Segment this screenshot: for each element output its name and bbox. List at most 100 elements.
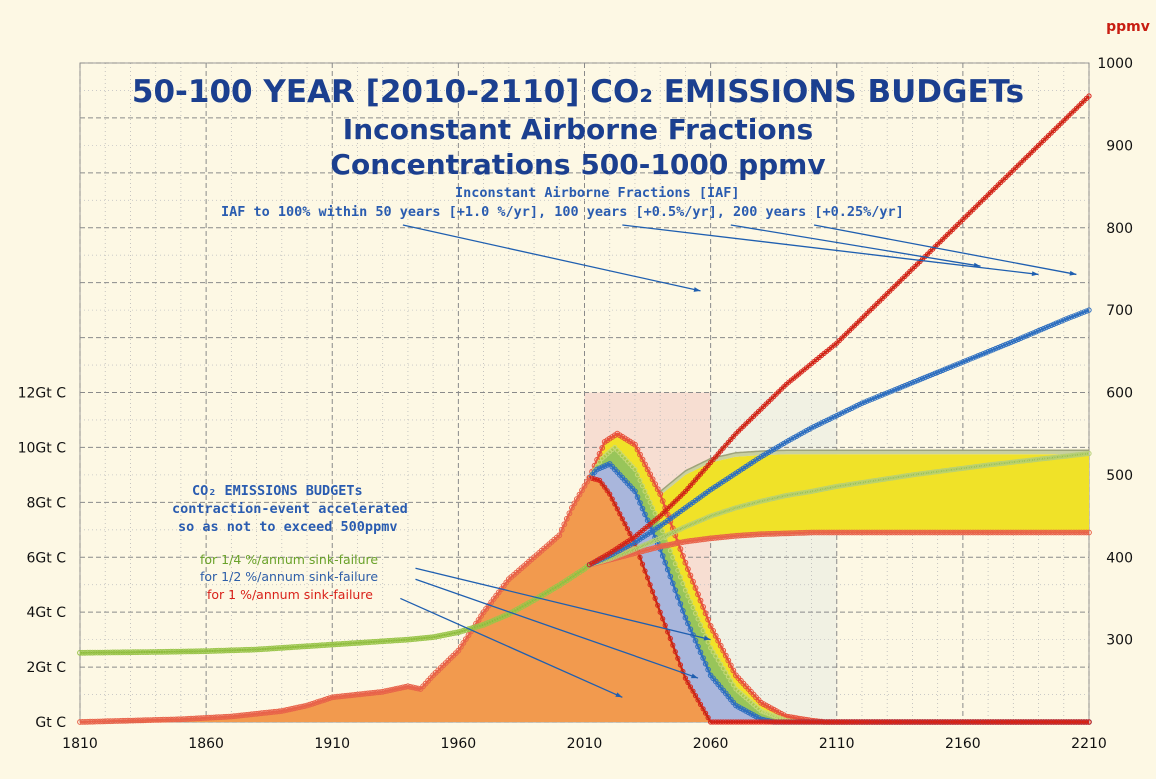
series-emis-one-marker	[930, 719, 936, 725]
series-emis-one-marker	[592, 476, 598, 482]
series-ppm-quarter-marker	[947, 467, 953, 473]
series-ppm-quarter-marker	[1058, 454, 1064, 460]
series-emis-one-marker	[786, 719, 792, 725]
series-ppm-quarter-marker	[1023, 458, 1029, 464]
series-ppm-500-marker	[1083, 529, 1090, 536]
series-ppm-hist-marker	[460, 627, 467, 634]
series-ppm-quarter-marker	[1000, 460, 1006, 466]
series-ppm-hist-marker	[485, 619, 492, 626]
series-ppm-quarter-marker	[692, 519, 699, 526]
series-emis-one-marker	[708, 719, 714, 725]
series-ppm-quarter-marker	[882, 476, 888, 482]
series-ppm-hist-marker	[478, 622, 485, 629]
series-emis-one-marker	[1000, 719, 1006, 725]
series-ppm-quarter-marker	[637, 544, 643, 550]
series-ppm-quarter-marker	[1013, 459, 1019, 465]
series-emis-quarter-marker	[677, 574, 683, 580]
series-ppm-quarter-marker	[748, 501, 754, 507]
sink-label-quarter: for 1/4 %/annum sink-failure	[200, 552, 379, 567]
series-emis-one-marker	[705, 715, 711, 721]
series-ppm-quarter-marker	[740, 503, 747, 509]
series-ppm-half-marker	[1086, 307, 1092, 313]
series-ppm-quarter-marker	[761, 498, 767, 504]
series-emis-quarter-marker	[766, 711, 772, 717]
series-ppm-quarter-marker	[677, 526, 684, 532]
series-ppm-quarter-marker	[957, 466, 964, 472]
left-tick-label: 2Gt C	[27, 660, 67, 676]
right-tick-label: 900	[1106, 138, 1133, 154]
series-emis-one-marker	[735, 719, 742, 725]
series-emis-one-marker	[932, 719, 938, 725]
series-emis-half-marker	[687, 626, 694, 633]
series-ppm-one-marker	[708, 459, 714, 466]
series-emis-one-marker	[1081, 719, 1087, 725]
series-emis-quarter-marker	[725, 674, 731, 680]
series-emis-hist-marker	[566, 510, 573, 517]
series-emis-outer-marker	[639, 456, 646, 463]
series-emis-outer-marker	[725, 657, 732, 664]
series-emis-outer-marker	[695, 591, 701, 598]
series-ppm-500-marker	[642, 547, 648, 554]
series-emis-half-marker	[680, 608, 686, 614]
series-ppm-quarter-marker	[831, 484, 837, 490]
series-ppm-500-marker	[647, 546, 653, 553]
series-emis-one-marker	[599, 481, 605, 487]
series-ppm-quarter-marker	[652, 537, 658, 544]
series-ppm-half-marker	[1033, 329, 1039, 335]
series-ppm-quarter-marker	[1051, 454, 1057, 461]
series-ppm-quarter-marker	[781, 493, 787, 499]
series-ppm-quarter-marker	[718, 510, 724, 516]
series-emis-one-marker	[748, 719, 754, 725]
series-emis-one-marker	[619, 516, 625, 522]
series-emis-one-marker	[756, 719, 762, 725]
series-emis-one-marker	[763, 719, 769, 725]
series-ppm-half-marker	[998, 343, 1004, 350]
series-ppm-quarter-marker	[907, 472, 913, 478]
series-emis-hist-marker	[304, 702, 310, 709]
series-emis-one-marker	[609, 496, 615, 502]
series-emis-one-marker	[1063, 719, 1069, 725]
series-emis-one-marker	[1028, 719, 1034, 725]
series-ppm-quarter-marker	[1033, 456, 1039, 463]
series-ppm-half-marker	[1043, 324, 1049, 331]
series-ppm-one-marker	[597, 556, 603, 562]
annotation-arrowhead	[693, 287, 701, 292]
series-emis-quarter-marker	[635, 472, 640, 478]
series-emis-one-marker	[841, 719, 847, 725]
series-emis-one-marker	[985, 719, 991, 725]
series-emis-one-marker	[655, 602, 661, 608]
series-emis-hist-marker	[561, 521, 568, 528]
series-emis-one-marker	[783, 719, 789, 725]
series-emis-one-marker	[940, 719, 946, 725]
series-emis-half-marker	[672, 587, 679, 594]
series-emis-outer-marker	[637, 451, 643, 458]
series-ppm-half-marker	[980, 351, 986, 357]
series-emis-one-marker	[844, 719, 850, 725]
series-ppm-half-marker	[924, 373, 931, 380]
series-emis-quarter-marker	[652, 510, 658, 516]
series-emis-one-marker	[738, 719, 744, 725]
series-emis-one-marker	[730, 719, 736, 725]
series-ppm-half-marker	[1078, 310, 1085, 316]
series-ppm-quarter-marker	[937, 468, 943, 474]
series-emis-one-marker	[720, 719, 726, 725]
series-ppm-quarter-marker	[647, 540, 653, 546]
series-ppm-quarter-marker	[783, 492, 789, 499]
series-emis-one-marker	[972, 719, 979, 725]
series-ppm-half-marker	[942, 366, 948, 372]
series-ppm-half-marker	[904, 382, 911, 388]
series-ppm-quarter-marker	[629, 547, 636, 553]
series-emis-one-marker	[682, 675, 689, 681]
series-emis-one-marker	[945, 719, 951, 725]
series-ppm-quarter-marker	[935, 469, 941, 475]
x-tick-label: 1910	[314, 736, 350, 752]
series-ppm-quarter-marker	[917, 471, 923, 477]
series-emis-quarter-marker	[708, 645, 714, 651]
series-emis-quarter-marker	[718, 661, 724, 667]
series-emis-quarter-marker	[730, 682, 736, 688]
series-ppm-quarter-marker	[720, 509, 726, 515]
series-ppm-quarter-marker	[793, 491, 800, 497]
annotation-arrows	[400, 224, 1077, 698]
series-ppm-half-marker	[887, 389, 893, 395]
series-emis-one-marker	[1048, 719, 1054, 725]
